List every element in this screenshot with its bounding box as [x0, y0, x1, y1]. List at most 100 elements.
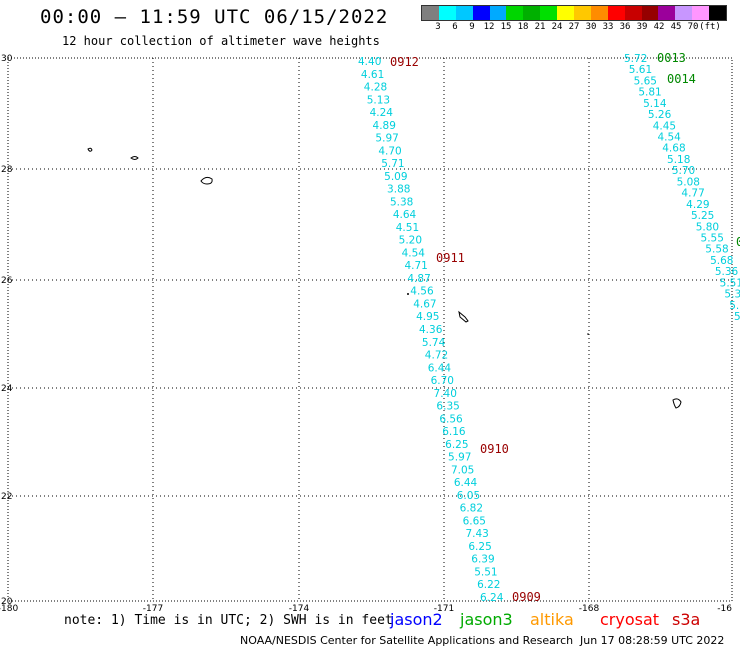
wave-height-value: 6.44 — [454, 477, 478, 489]
wave-height-value: 5.38 — [390, 196, 413, 208]
satellite-name: jason2 — [390, 610, 443, 629]
wave-height-value: 4.71 — [404, 260, 427, 272]
wave-height-value: 5.20 — [399, 235, 422, 247]
legend-swatches — [421, 5, 727, 21]
legend-swatch — [472, 6, 490, 20]
legend-label: 9 — [469, 22, 475, 32]
legend-swatch — [624, 6, 642, 20]
map-frame — [7, 57, 733, 602]
y-tick-label: 22 — [1, 492, 12, 502]
legend-swatch — [422, 6, 439, 20]
wave-height-value: 7.43 — [465, 528, 488, 540]
wave-height-value: 5.51 — [720, 277, 740, 289]
wave-height-value: 4.28 — [364, 82, 387, 94]
wave-height-value: 4.70 — [378, 145, 401, 157]
wave-height-value: 4.24 — [370, 107, 394, 119]
page-subtitle: 12 hour collection of altimeter wave hei… — [62, 34, 380, 48]
x-tick-label: -180 — [0, 604, 18, 614]
y-tick-label: 26 — [1, 276, 13, 286]
wave-height-value: 5.26 — [648, 109, 672, 121]
legend-swatch — [540, 6, 558, 20]
legend-swatch — [675, 6, 693, 20]
wave-height-value: 6.05 — [457, 490, 480, 502]
wave-height-value: 5.80 — [696, 221, 719, 233]
pass-label: 0912 — [390, 55, 419, 69]
legend-labels: 3 6 9 12 15 18 21 24 27 30 33 36 39 42 45 70 (ft) — [421, 22, 727, 36]
wave-height-value: 4.54 — [657, 132, 681, 144]
wave-height-value: 6.22 — [477, 579, 500, 591]
x-tick-label: -171 — [434, 604, 454, 614]
wave-height-value: 6.39 — [471, 554, 494, 566]
satellite-name: s3a — [672, 610, 701, 629]
wave-height-value: 5.72 — [624, 53, 647, 65]
legend-swatch — [641, 6, 659, 20]
wave-height-value: 5.25 — [691, 210, 714, 222]
track-west: 4.404.614.285.134.244.895.974.705.715.09… — [358, 56, 504, 604]
wave-height-value: 5.71 — [381, 158, 404, 170]
legend-swatch — [607, 6, 625, 20]
satellite-name: jason3 — [460, 610, 513, 629]
wave-height-value: 4.68 — [662, 143, 685, 155]
legend-label: 42 — [653, 22, 665, 32]
wave-height-value: 3.88 — [387, 184, 410, 196]
legend-swatch — [489, 6, 507, 20]
pass-label: 0013 — [657, 51, 686, 65]
y-tick-label: 28 — [1, 165, 13, 175]
y-tick-label: 24 — [1, 384, 13, 394]
legend-label: 3 — [435, 22, 441, 32]
x-tick-label: -177 — [143, 604, 163, 614]
wave-height-value: 5.68 — [710, 255, 733, 267]
legend-label: 27 — [568, 22, 580, 32]
wave-height-value: 5 — [734, 311, 740, 323]
wave-height-value: 4.56 — [410, 286, 434, 298]
satellite-name: cryosat — [600, 610, 660, 629]
axis-labels: -180 -177 -174 -171 -168 -16 30 28 26 24 22 20 — [0, 54, 732, 614]
wave-height-value: 5.74 — [422, 337, 446, 349]
wave-height-value: 5.61 — [629, 64, 652, 76]
pass-label: 0909 — [512, 590, 541, 604]
wave-height-value: 5.18 — [667, 154, 690, 166]
wave-height-value: 4.29 — [686, 199, 709, 211]
wave-height-value: 5.09 — [384, 171, 407, 183]
island-dot — [407, 293, 409, 295]
legend-swatch — [455, 6, 473, 20]
island-outline — [672, 398, 682, 409]
x-tick-label: -168 — [579, 604, 600, 614]
color-legend: 3 6 9 12 15 18 21 24 27 30 33 36 39 42 45 70 (ft) — [421, 5, 727, 39]
wave-height-value: 6.35 — [436, 401, 459, 413]
y-tick-label: 20 — [1, 597, 13, 607]
legend-label: (ft) — [699, 22, 721, 32]
wave-height-value: 5.3 — [724, 289, 740, 301]
wave-height-value: 4.61 — [361, 69, 384, 81]
credit-text: NOAA/NESDIS Center for Satellite Applica… — [240, 634, 574, 647]
wave-height-value: 4.89 — [373, 120, 396, 132]
legend-label: 15 — [500, 22, 512, 32]
legend-label: 36 — [619, 22, 631, 32]
wave-height-value: 6.82 — [460, 503, 483, 515]
wave-height-value: 4.36 — [419, 324, 443, 336]
wave-height-value: 6.25 — [445, 439, 468, 451]
legend-label: 6 — [452, 22, 458, 32]
pass-label: 0014 — [667, 72, 696, 86]
wave-height-value: 7.40 — [434, 388, 457, 400]
pass-label: 0911 — [436, 251, 465, 265]
wave-height-value: 4.40 — [358, 56, 381, 68]
legend-swatch — [557, 6, 575, 20]
coastlines — [87, 147, 682, 409]
wave-height-value: 5. — [729, 300, 739, 312]
wave-height-value: 6.70 — [431, 375, 454, 387]
island-outline — [458, 310, 469, 323]
legend-label: 24 — [551, 22, 563, 32]
legend-swatch — [692, 6, 710, 20]
track-east: 5.725.615.655.815.145.264.454.544.685.18… — [624, 53, 740, 323]
satellite-name: altika — [530, 610, 574, 629]
legend-label: 33 — [602, 22, 614, 32]
island-outline — [87, 147, 93, 152]
y-tick-label: 30 — [1, 54, 13, 64]
wave-height-value: 5.58 — [705, 244, 728, 256]
wave-height-value: 6.65 — [463, 515, 486, 527]
wave-height-value: 5.51 — [474, 566, 497, 578]
pass-label-clipped: 0013 — [736, 235, 740, 249]
legend-swatch — [658, 6, 676, 20]
